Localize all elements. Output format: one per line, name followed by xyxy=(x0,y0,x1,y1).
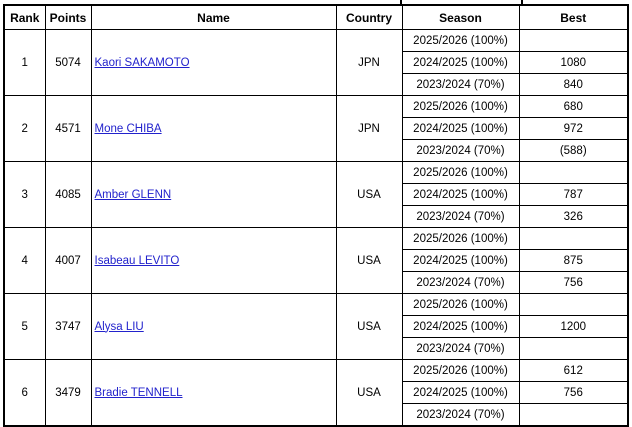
points-cell: 3747 xyxy=(44,293,92,360)
season-row: 2024/2025 (100%) 972 xyxy=(4,117,629,140)
best-cell: 680 xyxy=(518,95,629,118)
skater-row: 2 4571 Mone CHIBA JPN 2025/2026 (100%) 6… xyxy=(3,95,629,162)
country-cell: JPN xyxy=(335,29,403,96)
best-cell xyxy=(518,403,629,427)
name-cell: Alysa LIU xyxy=(90,293,337,360)
country-cell: USA xyxy=(335,161,403,228)
season-cell: 2025/2026 (100%) xyxy=(401,293,520,316)
season-row: 2023/2024 (70%) (588) xyxy=(4,139,629,162)
header-name: Name xyxy=(90,4,337,30)
standings-table: Rank Points Name Country Season Best 1 5… xyxy=(3,4,629,427)
best-cell xyxy=(518,227,629,250)
season-cell: 2024/2025 (100%) xyxy=(401,381,520,404)
best-cell: 875 xyxy=(518,249,629,272)
country-cell: JPN xyxy=(335,95,403,162)
name-cell: Bradie TENNELL xyxy=(90,359,337,427)
season-cell: 2024/2025 (100%) xyxy=(401,183,520,206)
season-cell: 2025/2026 (100%) xyxy=(401,29,520,52)
best-cell: 612 xyxy=(518,359,629,382)
rank-cell: 6 xyxy=(3,359,46,427)
skater-row: 5 3747 Alysa LIU USA 2025/2026 (100%) xyxy=(3,293,629,360)
header-points: Points xyxy=(44,4,92,30)
points-cell: 3479 xyxy=(44,359,92,427)
best-cell: 1200 xyxy=(518,315,629,338)
rank-cell: 3 xyxy=(3,161,46,228)
season-row: 2024/2025 (100%) 756 xyxy=(4,381,629,404)
season-cell: 2024/2025 (100%) xyxy=(401,249,520,272)
season-cell: 2023/2024 (70%) xyxy=(401,337,520,360)
best-cell: 756 xyxy=(518,271,629,294)
header-best: Best xyxy=(518,4,629,30)
best-cell xyxy=(518,161,629,184)
name-cell: Mone CHIBA xyxy=(90,95,337,162)
name-cell: Isabeau LEVITO xyxy=(90,227,337,294)
skater-link[interactable]: Kaori SAKAMOTO xyxy=(94,56,190,69)
season-cell: 2025/2026 (100%) xyxy=(401,359,520,382)
best-cell xyxy=(518,29,629,52)
name-cell: Amber GLENN xyxy=(90,161,337,228)
name-cell: Kaori SAKAMOTO xyxy=(90,29,337,96)
best-cell: 756 xyxy=(518,381,629,404)
country-cell: USA xyxy=(335,359,403,427)
points-cell: 4007 xyxy=(44,227,92,294)
header-rank: Rank xyxy=(3,4,46,30)
country-cell: USA xyxy=(335,293,403,360)
season-cell: 2025/2026 (100%) xyxy=(401,161,520,184)
season-cell: 2023/2024 (70%) xyxy=(401,73,520,96)
best-cell: 972 xyxy=(518,117,629,140)
season-row: 2023/2024 (70%) 756 xyxy=(4,271,629,294)
best-cell xyxy=(518,293,629,316)
skater-link[interactable]: Alysa LIU xyxy=(94,320,144,333)
best-cell xyxy=(518,337,629,360)
season-cell: 2024/2025 (100%) xyxy=(401,51,520,74)
season-row: 2024/2025 (100%) 1080 xyxy=(4,51,629,74)
season-cell: 2023/2024 (70%) xyxy=(401,139,520,162)
rank-cell: 5 xyxy=(3,293,46,360)
header-country: Country xyxy=(335,4,403,30)
season-row: 2023/2024 (70%) 326 xyxy=(4,205,629,228)
skater-row: 6 3479 Bradie TENNELL USA 2025/2026 (100… xyxy=(3,359,629,427)
best-cell: 840 xyxy=(518,73,629,96)
skater-row: 3 4085 Amber GLENN USA 2025/2026 (100%) xyxy=(3,161,629,228)
season-cell: 2023/2024 (70%) xyxy=(401,271,520,294)
best-cell: (588) xyxy=(518,139,629,162)
points-cell: 5074 xyxy=(44,29,92,96)
points-cell: 4571 xyxy=(44,95,92,162)
season-row: 2023/2024 (70%) xyxy=(4,337,629,360)
skater-link[interactable]: Mone CHIBA xyxy=(94,122,162,135)
clipped-row-divider-stub xyxy=(400,0,402,5)
clipped-row-divider-stub xyxy=(521,0,523,5)
season-cell: 2024/2025 (100%) xyxy=(401,315,520,338)
standings-body: 1 5074 Kaori SAKAMOTO JPN 2025/2026 (100… xyxy=(3,29,629,427)
rank-cell: 4 xyxy=(3,227,46,294)
season-row: 2024/2025 (100%) 875 xyxy=(4,249,629,272)
skater-link[interactable]: Isabeau LEVITO xyxy=(94,254,180,267)
season-row: 2024/2025 (100%) 1200 xyxy=(4,315,629,338)
header-row: Rank Points Name Country Season Best xyxy=(3,4,629,30)
skater-link[interactable]: Bradie TENNELL xyxy=(94,386,183,399)
season-cell: 2023/2024 (70%) xyxy=(401,403,520,427)
season-cell: 2024/2025 (100%) xyxy=(401,117,520,140)
season-cell: 2025/2026 (100%) xyxy=(401,227,520,250)
header-season: Season xyxy=(401,4,520,30)
country-cell: USA xyxy=(335,227,403,294)
season-row: 2023/2024 (70%) 840 xyxy=(4,73,629,96)
best-cell: 787 xyxy=(518,183,629,206)
skater-link[interactable]: Amber GLENN xyxy=(94,188,172,201)
points-cell: 4085 xyxy=(44,161,92,228)
rank-cell: 1 xyxy=(3,29,46,96)
best-cell: 1080 xyxy=(518,51,629,74)
season-cell: 2025/2026 (100%) xyxy=(401,95,520,118)
best-cell: 326 xyxy=(518,205,629,228)
page: { "colors": { "link_blue": "#2222cc", "b… xyxy=(3,0,629,427)
rank-cell: 2 xyxy=(3,95,46,162)
skater-row: 4 4007 Isabeau LEVITO USA 2025/2026 (100… xyxy=(3,227,629,294)
skater-row: 1 5074 Kaori SAKAMOTO JPN 2025/2026 (100… xyxy=(3,29,629,96)
season-cell: 2023/2024 (70%) xyxy=(401,205,520,228)
